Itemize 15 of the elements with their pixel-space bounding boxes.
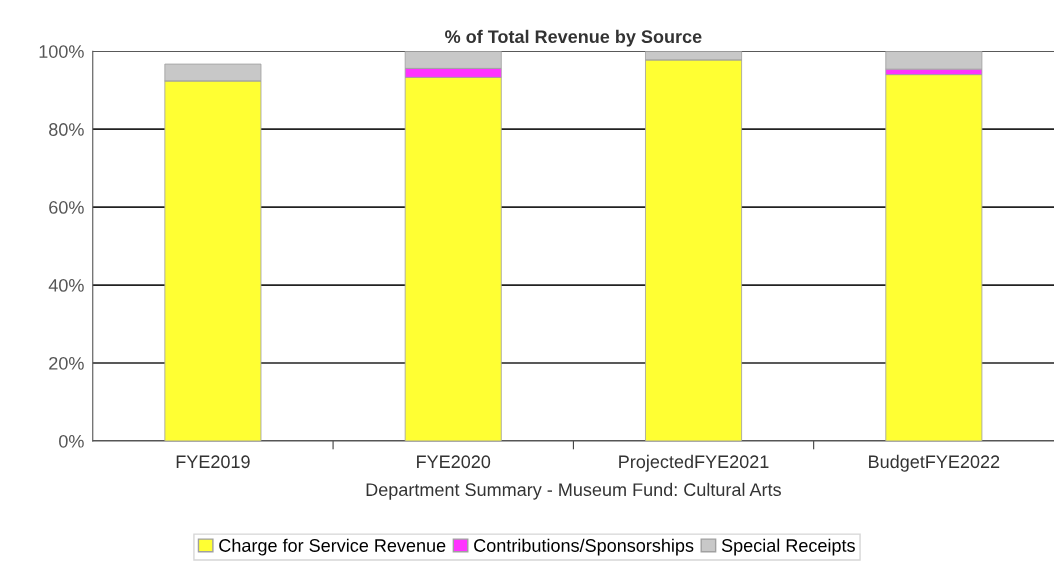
x-tick-label: FYE2019 [176, 455, 250, 469]
y-tick-label: 100% [39, 45, 84, 58]
x-tick-label: BudgetFYE2022 [869, 454, 1000, 472]
chart-title: % of Total Revenue by Source [445, 29, 702, 47]
y-tick-label: 0% [59, 434, 84, 448]
y-tick-label: 40% [48, 279, 84, 292]
legend-label: Contributions/Sponsorships [474, 538, 694, 556]
legend-label: Charge for Service Revenue [219, 538, 446, 556]
x-tick-label: FYE2020 [417, 455, 491, 469]
y-tick-label: 80% [49, 123, 84, 136]
x-tick-label: ProjectedFYE2021 [619, 454, 769, 472]
y-tick-label: 20% [49, 356, 84, 370]
legend-label: Special Receipts [721, 538, 855, 556]
y-tick-label: 60% [49, 201, 84, 214]
x-axis-title: Department Summary - Museum Fund: Cultural Arts [366, 482, 781, 500]
